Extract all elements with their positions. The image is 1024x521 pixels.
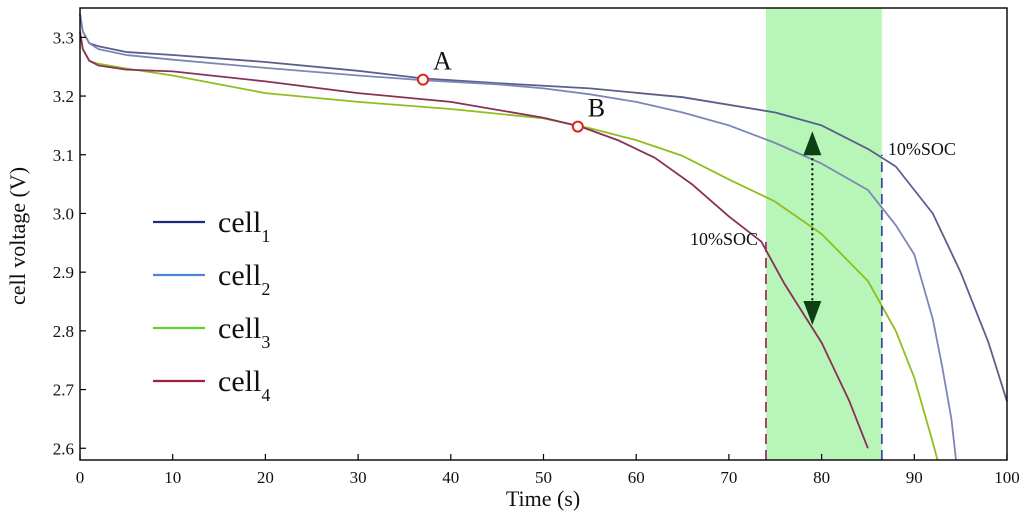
y-tick-label-2: 2.8 <box>53 322 74 341</box>
arrow-head-up <box>803 131 822 156</box>
ticks-layer: 0 10 20 30 40 50 60 70 80 90 100 2.6 2.7 2.8 2.9 3.0 3.1… <box>53 28 1020 487</box>
series-line-cell2 <box>79 13 957 461</box>
series-line-cell4 <box>79 31 869 449</box>
legend-label-cell4: cell4 <box>218 365 270 405</box>
soc-lines-layer: 10%SOC 10%SOC <box>690 139 956 460</box>
y-tick-label-6: 3.2 <box>53 87 74 106</box>
arrow-layer <box>803 131 822 325</box>
y-tick-label-0: 2.6 <box>53 439 74 458</box>
x-tick-label-30: 30 <box>350 468 367 487</box>
y-tick-label-4: 3.0 <box>53 204 74 223</box>
y-tick-label-5: 3.1 <box>53 146 74 165</box>
x-tick-label-60: 60 <box>628 468 645 487</box>
legend-label-cell3: cell3 <box>218 312 270 352</box>
highlight-band-layer <box>765 8 882 460</box>
series-line-cell3 <box>79 31 939 461</box>
highlight-band <box>765 8 882 460</box>
x-tick-label-40: 40 <box>442 468 459 487</box>
legend-label-cell1: cell1 <box>218 206 270 246</box>
x-tick-label-20: 20 <box>257 468 274 487</box>
x-tick-label-0: 0 <box>76 468 85 487</box>
y-tick-label-7: 3.3 <box>53 28 74 47</box>
y-tick-label-1: 2.7 <box>53 381 75 400</box>
x-axis-title: Time (s) <box>506 486 580 511</box>
point-marker-b <box>571 120 584 133</box>
x-tick-label-10: 10 <box>164 468 181 487</box>
label-cell4-10soc: 10%SOC <box>690 229 758 249</box>
series-layer <box>79 13 1008 461</box>
y-axis-title: cell voltage (V) <box>5 167 30 305</box>
x-tick-label-50: 50 <box>535 468 552 487</box>
y-tick-label-3: 2.9 <box>53 263 74 282</box>
x-tick-label-90: 90 <box>906 468 923 487</box>
legend-label-cell2: cell2 <box>218 259 270 299</box>
arrow-head-down <box>803 300 822 325</box>
x-tick-label-100: 100 <box>994 468 1020 487</box>
point-label-b: B <box>588 94 605 123</box>
points-layer: AB <box>416 47 605 133</box>
label-cell1-10soc: 10%SOC <box>888 139 956 159</box>
point-label-a: A <box>433 47 452 76</box>
x-tick-label-80: 80 <box>813 468 830 487</box>
legend: cell1 cell2 cell3 cell4 <box>153 206 270 405</box>
point-marker-a <box>416 73 429 86</box>
x-tick-label-70: 70 <box>720 468 737 487</box>
series-line-cell1 <box>79 13 1008 402</box>
